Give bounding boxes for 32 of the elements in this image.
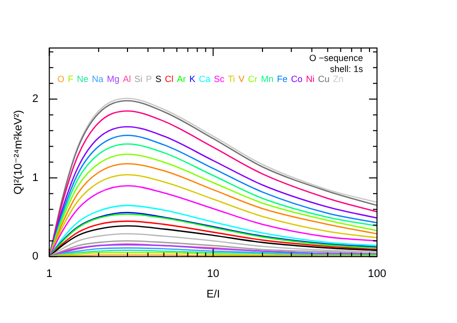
text: O: [57, 74, 64, 84]
text: Cl: [164, 74, 174, 84]
text: Na: [92, 74, 104, 84]
text: Fe: [277, 74, 288, 84]
annotation: shell: 1s: [330, 64, 364, 74]
y-tick-label: 2: [32, 93, 38, 106]
y-axis-title: QI²(10⁻²⁴m²keV²): [12, 110, 25, 195]
text: Ar: [176, 74, 186, 84]
text: Si: [134, 74, 142, 84]
text: Al: [122, 74, 131, 84]
text: Cr: [248, 74, 258, 84]
text: Sc: [214, 74, 225, 84]
text: Ca: [198, 74, 210, 84]
text: S: [155, 74, 162, 84]
text: Co: [291, 74, 303, 84]
x-tick-label: 100: [368, 268, 386, 280]
x-axis-title: E/I: [206, 288, 220, 300]
y-tick-label: 0: [32, 250, 38, 263]
y-tick-label: 1: [32, 172, 38, 184]
x-tick-label: 10: [207, 268, 220, 280]
text: Cu: [318, 74, 330, 84]
text: F: [68, 74, 74, 84]
text: P: [146, 74, 152, 84]
text: V: [238, 74, 245, 84]
text: Mg: [106, 74, 120, 84]
text: Ni: [306, 74, 315, 84]
text: Ne: [76, 74, 88, 84]
text: Ti: [228, 74, 236, 84]
x-tick-label: 1: [46, 268, 52, 280]
annotation: O −sequence: [309, 52, 363, 63]
text: Mn: [261, 74, 274, 84]
text: K: [189, 74, 196, 84]
